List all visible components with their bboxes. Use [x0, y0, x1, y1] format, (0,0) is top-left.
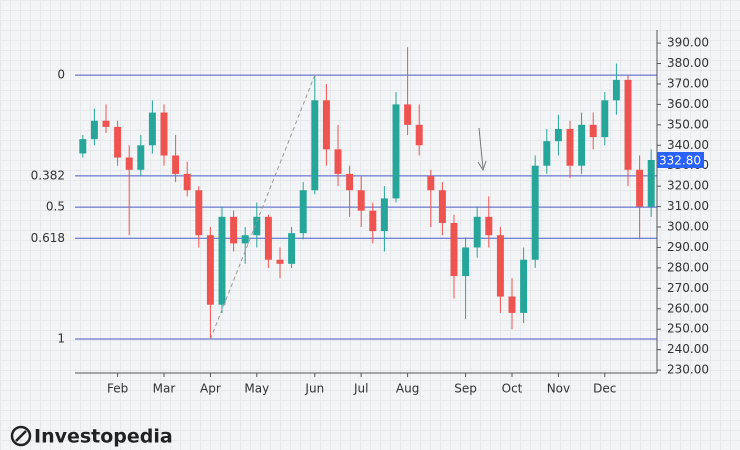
x-tick-label: Aug — [396, 382, 419, 396]
candle-body — [311, 100, 319, 191]
x-tick-label: Apr — [200, 382, 221, 396]
candle-body — [102, 120, 110, 127]
candle-body — [531, 165, 539, 260]
candle-body — [473, 216, 481, 248]
candle-body — [392, 104, 400, 199]
y-tick-label: 370.00 — [667, 76, 709, 90]
candle-body — [624, 79, 632, 170]
candle-body — [137, 145, 145, 170]
candle-body — [172, 155, 180, 174]
candle-body — [322, 100, 330, 150]
brand: Investopedia — [34, 426, 173, 448]
y-tick-label: 390.00 — [667, 36, 709, 50]
y-tick-label: 240.00 — [667, 342, 709, 356]
candle-body — [566, 128, 574, 166]
y-tick-label: 280.00 — [667, 260, 709, 274]
annotation-arrow-head — [477, 160, 487, 172]
candle-body — [114, 126, 122, 158]
candle-body — [334, 149, 342, 174]
candle-body — [404, 104, 412, 125]
x-tick-label: Sep — [454, 382, 477, 396]
x-tick-label: Jun — [304, 382, 324, 396]
candle-body — [160, 112, 168, 156]
candle-body — [578, 124, 586, 166]
candle-body — [299, 190, 307, 234]
y-tick-label: 300.00 — [667, 220, 709, 234]
x-tick-label: Feb — [107, 382, 128, 396]
x-tick-label: Oct — [502, 382, 523, 396]
y-tick-label: 310.00 — [667, 199, 709, 213]
candle-body — [462, 247, 470, 277]
candle-body — [415, 124, 423, 146]
candle-body — [253, 216, 261, 236]
y-tick-label: 290.00 — [667, 240, 709, 254]
candle-body — [276, 259, 284, 264]
candle-body — [427, 175, 435, 191]
candle-body — [79, 139, 87, 154]
candle-body — [125, 157, 133, 170]
candle-body — [230, 216, 238, 244]
annotation-arrow — [478, 127, 484, 169]
fib-label: 1 — [57, 332, 65, 346]
candle-body — [206, 235, 214, 305]
y-tick-label: 250.00 — [667, 322, 709, 336]
candle-body — [195, 190, 203, 236]
y-tick-label: 320.00 — [667, 179, 709, 193]
candle-body — [589, 124, 597, 138]
x-tick-label: Jul — [353, 382, 368, 396]
y-tick-label: 260.00 — [667, 301, 709, 315]
price-tag-label: 332.80 — [659, 153, 701, 167]
candle-body — [241, 235, 249, 244]
y-tick-label: 230.00 — [667, 363, 709, 377]
candle-body — [288, 233, 296, 264]
y-tick-label: 270.00 — [667, 281, 709, 295]
candle-body — [543, 141, 551, 166]
candle-body — [496, 235, 504, 297]
candle-body — [450, 222, 458, 277]
candle-body — [601, 100, 609, 138]
candle-body — [647, 159, 655, 207]
x-tick-label: Mar — [153, 382, 176, 396]
candle-body — [357, 190, 365, 211]
x-tick-label: Nov — [547, 382, 570, 396]
y-tick-label: 340.00 — [667, 138, 709, 152]
fib-label: 0.382 — [31, 168, 65, 182]
candle-body — [264, 216, 272, 260]
fib-label: 0.5 — [46, 200, 65, 214]
logo: Investopedia — [10, 426, 173, 448]
candle-body — [369, 210, 377, 232]
candle-body — [380, 198, 388, 232]
y-tick-label: 360.00 — [667, 97, 709, 111]
fib-label: 0 — [57, 68, 65, 82]
candle-body — [612, 79, 620, 101]
candle-body — [636, 169, 644, 207]
x-tick-label: May — [244, 382, 269, 396]
price-tag — [657, 151, 704, 168]
fib-label: 0.618 — [31, 231, 65, 245]
candle-body — [90, 120, 98, 140]
candle-body — [183, 173, 191, 191]
candle-body — [520, 259, 528, 313]
trend-line — [209, 74, 316, 340]
candle-body — [485, 216, 493, 236]
candle-body — [508, 296, 516, 313]
y-tick-label: 380.00 — [667, 56, 709, 70]
candle-body — [148, 112, 156, 146]
candle-body — [346, 173, 354, 191]
candle-body — [554, 128, 562, 142]
y-tick-label: 350.00 — [667, 117, 709, 131]
candle-body — [438, 190, 446, 223]
candle-body — [218, 216, 226, 305]
x-tick-label: Dec — [593, 382, 616, 396]
